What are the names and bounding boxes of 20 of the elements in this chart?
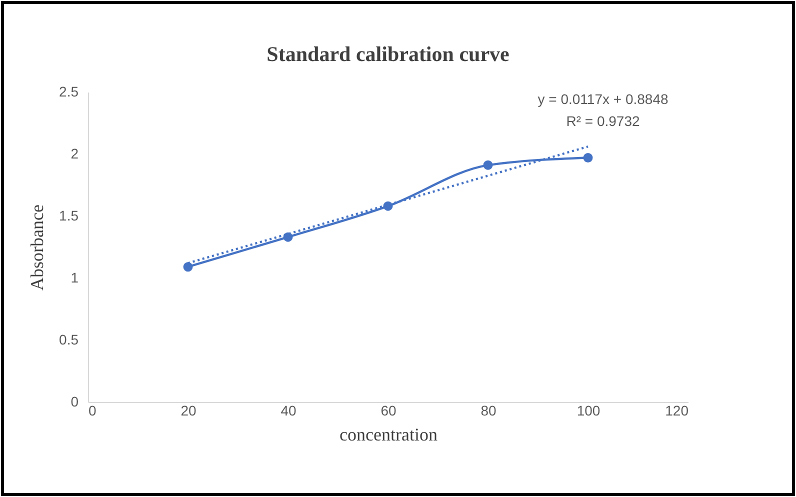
y-tick-label: 2	[70, 146, 79, 162]
point	[483, 160, 493, 170]
x-tick-label: 120	[665, 402, 689, 418]
point	[183, 262, 193, 272]
x-tick-label: 60	[380, 402, 396, 418]
x-tick-label: 20	[180, 402, 196, 418]
point	[583, 152, 593, 162]
y-axis-title: Absorbance	[27, 204, 48, 290]
y-tick-label: 0.5	[59, 332, 79, 348]
x-tick-label: 0	[88, 402, 96, 418]
annotation: y = 0.0117x + 0.8848	[538, 91, 668, 107]
y-tick-label: 1	[70, 270, 79, 286]
y-tick-label: 1.5	[59, 208, 79, 224]
annotation: R² = 0.9732	[566, 113, 640, 129]
x-tick-label: 100	[576, 402, 600, 418]
chart-title: Standard calibration curve	[266, 42, 510, 66]
y-tick-label: 2.5	[59, 84, 79, 100]
x-axis-title: concentration	[340, 424, 438, 444]
x-tick-label: 40	[280, 402, 296, 418]
x-tick-label: 80	[480, 402, 496, 418]
